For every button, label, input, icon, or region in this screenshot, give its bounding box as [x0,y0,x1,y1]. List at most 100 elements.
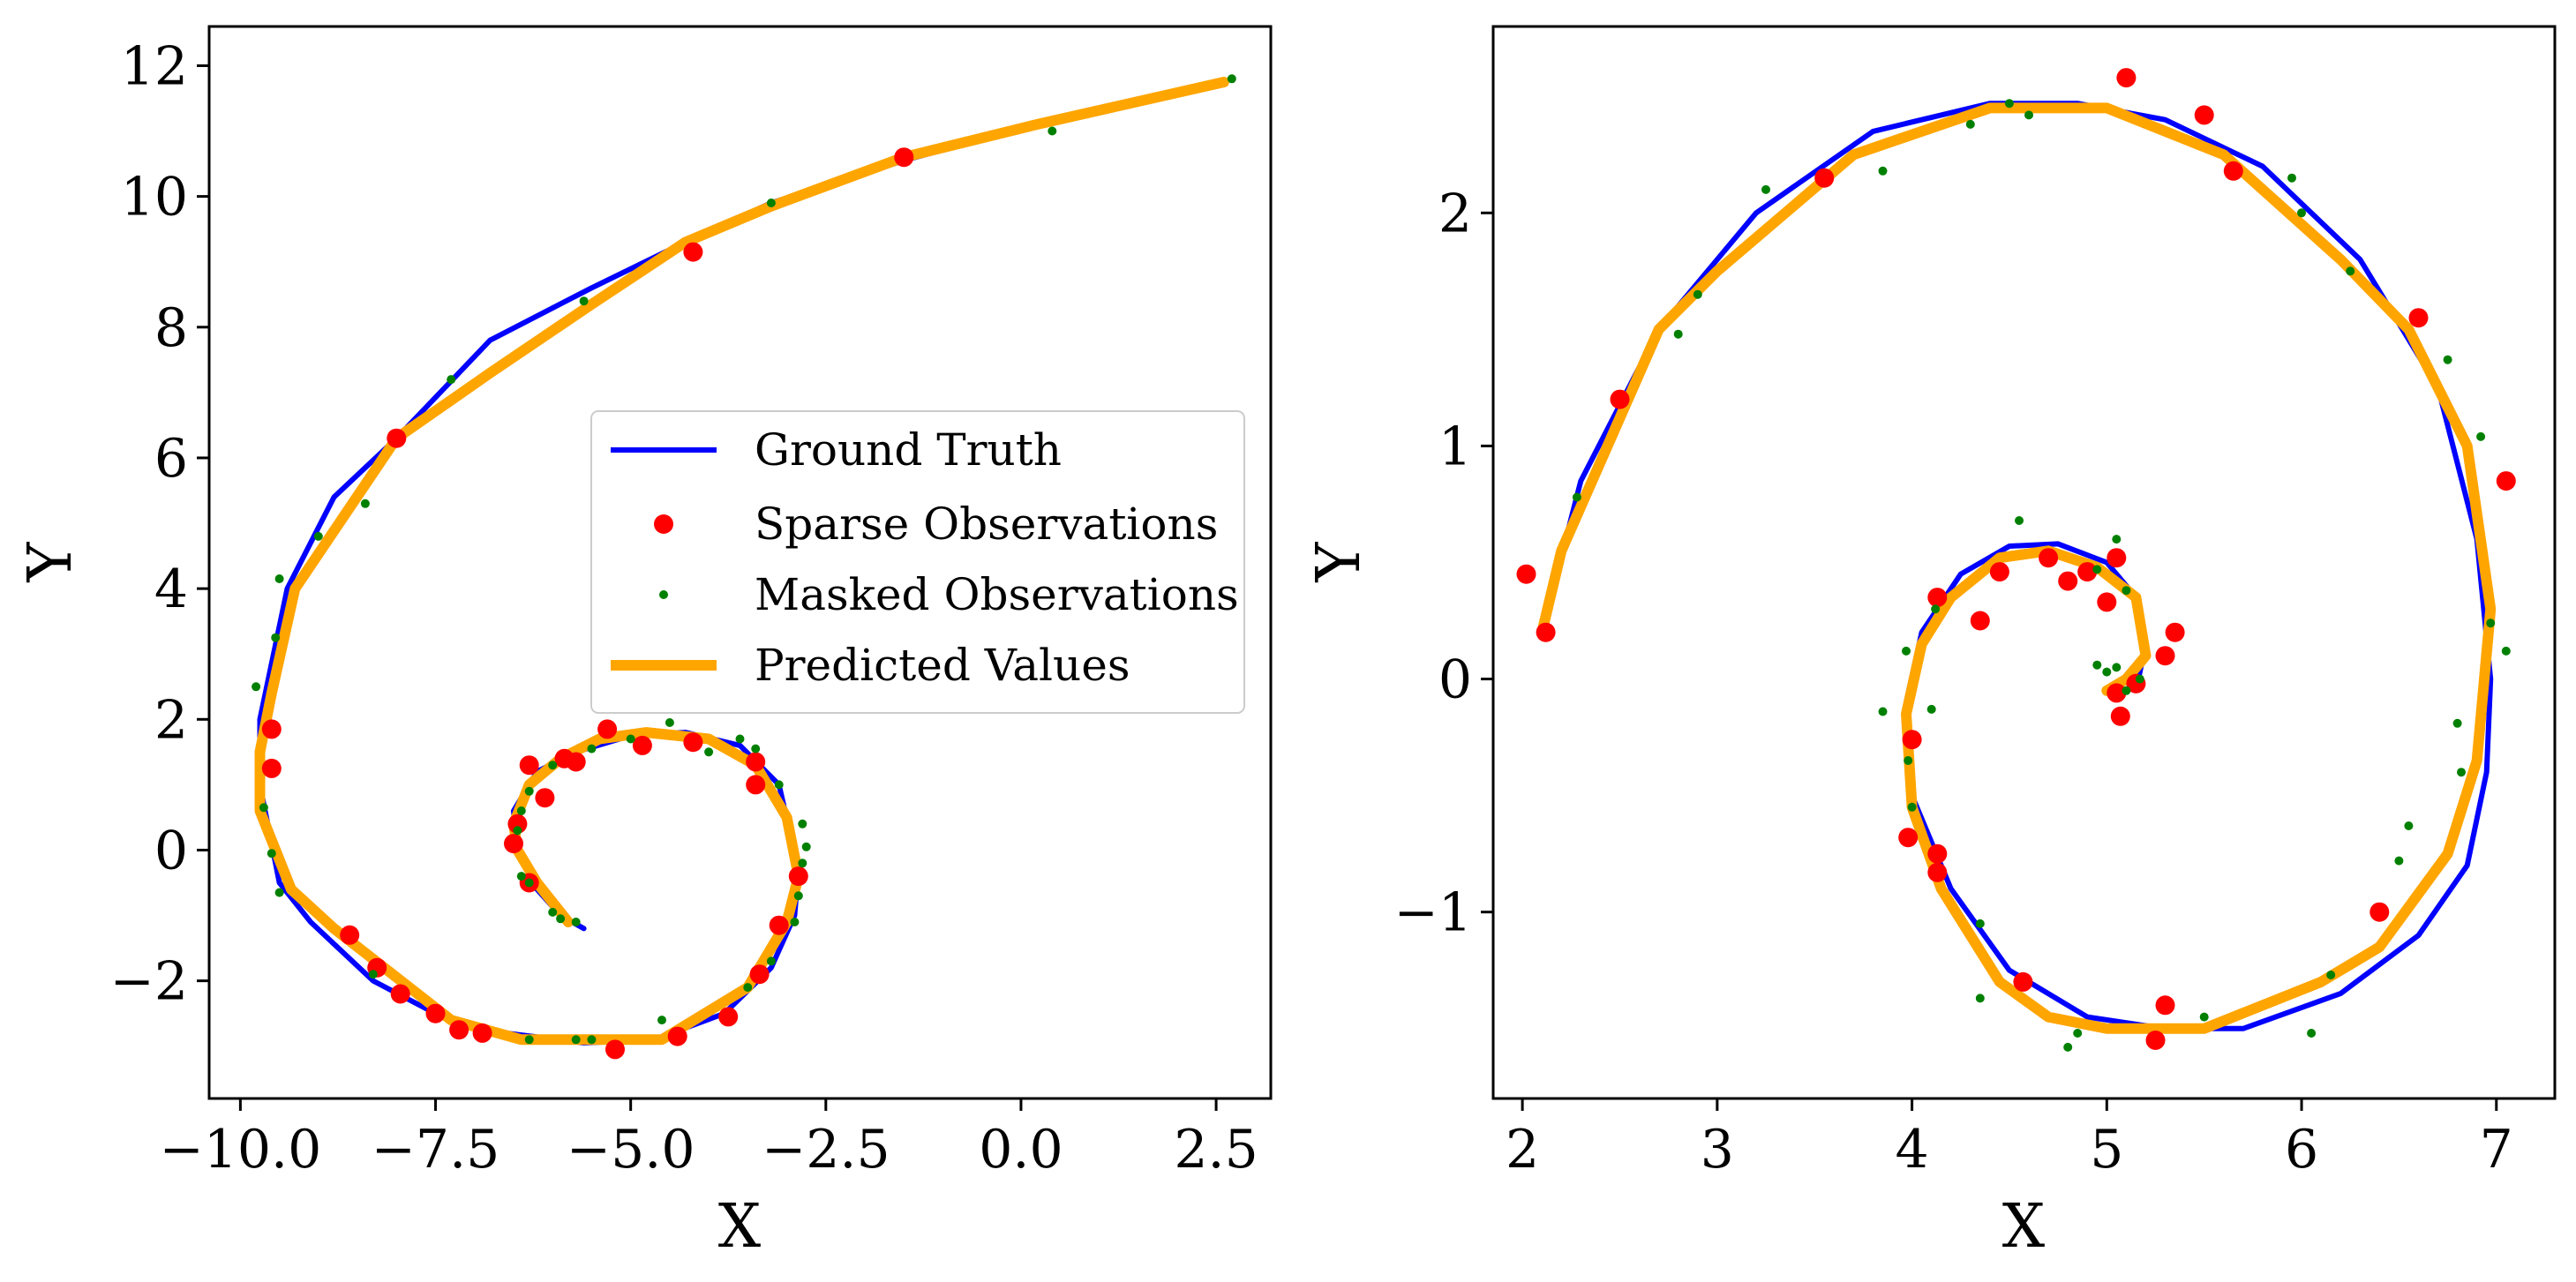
left-masked-observations-point [368,970,378,979]
right-masked-observations-point [1907,802,1917,812]
left-sparse-observations-point [769,915,789,935]
left-masked-observations-point [587,1035,597,1045]
left-masked-observations-point [793,891,803,901]
legend-masked-swatch [659,590,668,599]
right-sparse-observations-point [2145,1031,2166,1050]
left-sparse-observations-point [340,925,360,945]
left-sparse-observations-point [504,834,523,854]
left-masked-observations-point [513,826,522,836]
left-y-tick-label: −2 [110,951,188,1013]
right-sparse-observations-point [2408,308,2429,328]
left-masked-observations-point [274,888,284,897]
right-masked-observations-point [2452,718,2462,728]
left-masked-observations-point [524,878,534,888]
right-sparse-observations-point [2097,592,2117,612]
left-x-tick-label: −2.5 [762,1119,890,1181]
left-sparse-observations-point [894,147,914,168]
right-masked-observations-point [2307,1029,2317,1038]
left-masked-observations-point [571,1035,581,1045]
right-masked-observations-point [2326,971,2336,979]
left-masked-observations-point [259,803,268,813]
right-masked-observations-point [1902,646,1911,656]
left-sparse-observations-point [605,1039,625,1060]
left-sparse-observations-point [667,1026,687,1046]
right-masked-observations-point [2063,1042,2073,1052]
left-ticks: −10.0 −7.5 −5.0 −2.5 0.0 2.5 −2 0 2 4 6 8 10 12 [110,35,1258,1181]
right-sparse-observations-point [1927,588,1948,608]
right-sparse-observations-point [2107,548,2127,568]
right-sparse-observations-point [1989,562,2009,582]
right-ground-truth-line [1539,101,2494,1031]
left-sparse-observations-point [746,775,766,795]
right-x-tick-label: 3 [1701,1119,1734,1181]
right-sparse-observations-point [2077,562,2098,582]
left-x-axis-label: X [718,1192,762,1262]
legend-sparse-label: Sparse Observations [755,499,1218,550]
right-masked-observations-point [1693,289,1702,299]
right-masked-observations-point [2394,856,2404,866]
right-sparse-observations-point [2155,646,2175,666]
left-masked-observations-point [274,574,284,583]
left-x-tick-label: −7.5 [372,1119,500,1181]
right-sparse-observations-point [1927,843,1948,864]
left-masked-observations-point [524,1035,534,1045]
right-sparse-observations-point [2107,683,2127,703]
right-masked-observations-point [1965,119,1975,129]
right-sparse-observations-point [2165,622,2185,642]
legend-masked-label: Masked Observations [755,569,1239,620]
left-masked-observations-point [447,375,456,385]
left-masked-observations-point [665,718,674,727]
left-y-tick-label: 6 [154,428,188,490]
left-sparse-observations-point [535,788,555,808]
left-masked-observations-point [766,199,776,207]
left-y-tick-label: 10 [121,167,188,229]
left-masked-observations-point [571,918,581,926]
left-masked-observations-point [579,296,589,306]
right-sparse-observations-point [2116,68,2137,88]
right-masked-observations-point [1572,492,1581,502]
right-masked-observations-point [2004,99,2014,109]
left-x-tick-label: 2.5 [1174,1119,1258,1181]
right-y-tick-label: 1 [1438,416,1472,477]
right-masked-observations-point [1931,604,1941,614]
right-sparse-observations-point [2155,995,2175,1016]
left-masked-observations-point [798,858,807,868]
right-x-axis-label: X [2002,1192,2046,1262]
right-masked-observations-point [2015,516,2024,525]
legend: Ground Truth Sparse Observations Masked … [590,410,1245,714]
left-sparse-observations-point [683,242,703,262]
right-masked-observations-point [2486,619,2496,628]
left-masked-observations-point [360,499,370,508]
left-masked-observations-point [766,956,776,966]
right-masked-observations-point [2135,674,2144,684]
left-masked-observations-point [790,918,800,926]
right-sparse-observations-point [1610,389,1630,409]
right-y-axis-label: Y [1304,541,1374,582]
left-masked-observations-point [556,914,566,924]
left-masked-observations-point [743,983,753,993]
right-sparse-observations-point [2058,571,2078,591]
left-masked-observations-point [267,849,276,858]
right-masked-observations-point [2112,535,2122,544]
left-sparse-observations-point [683,732,703,753]
right-masked-observations-point [2476,431,2486,441]
left-y-tick-label: 2 [154,689,188,751]
right-sparse-observations-point [1536,622,1556,642]
right-masked-observations-point [2404,821,2414,830]
left-masked-observations-point [1227,74,1236,84]
right-masked-observations-point [1673,329,1683,339]
left-masked-observations-point [516,872,526,881]
right-sparse-observations-point [2496,471,2516,491]
right-masked-observations-point [2346,266,2355,276]
left-masked-observations-point [271,633,281,642]
left-masked-observations-point [704,747,714,757]
right-masked-observations-point [2122,686,2131,695]
left-x-tick-label: −5.0 [567,1119,695,1181]
left-masked-observations-point [1048,126,1057,136]
right-masked-observations-point [2122,586,2131,596]
left-sparse-observations-point [261,758,282,778]
legend-ground-truth-label: Ground Truth [755,424,1062,476]
right-sparse-observations-point [2369,902,2390,922]
left-sparse-observations-point [387,428,407,448]
